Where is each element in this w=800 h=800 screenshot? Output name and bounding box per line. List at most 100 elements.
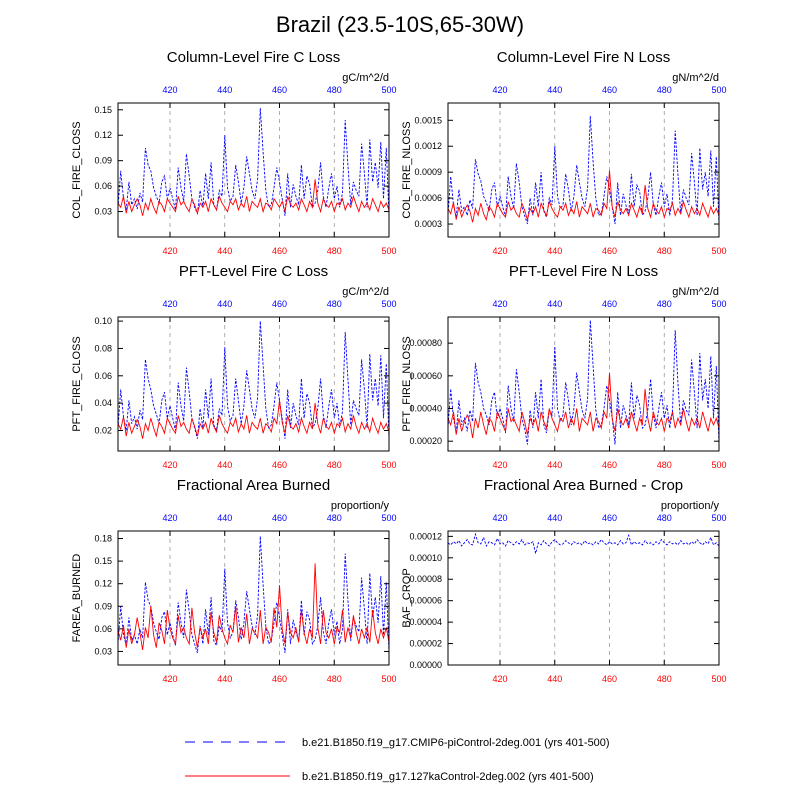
series-line-blue xyxy=(118,108,389,216)
figure-title: Brazil (23.5-10S,65-30W) xyxy=(276,12,524,37)
chart-panel: Fractional Area Burned - Crop proportion/… xyxy=(401,477,727,684)
x-tick-label-top: 420 xyxy=(492,85,507,95)
chart-panel: PFT-Level Fire N Loss gN/m^2/d 420 420 440 44… xyxy=(401,263,727,470)
plot-frame xyxy=(447,316,720,452)
x-tick-label-bottom: 460 xyxy=(602,674,617,684)
series-line-blue xyxy=(118,536,389,654)
units-label: proportion/y xyxy=(331,500,390,512)
chart-panel: PFT-Level Fire C Loss gC/m^2/d 420 420 440 44… xyxy=(71,263,397,470)
y-tick-label: 0.02 xyxy=(94,425,112,435)
y-axis-label: COL_FIRE_NLOSS xyxy=(401,121,413,218)
x-tick-label-top: 480 xyxy=(327,299,342,309)
x-tick-label-top: 460 xyxy=(602,85,617,95)
y-tick-label: 0.15 xyxy=(94,105,112,115)
x-tick-label-bottom: 420 xyxy=(492,460,507,470)
x-tick-label-top: 500 xyxy=(711,513,726,523)
series-line-red xyxy=(118,563,389,650)
x-tick-label-top: 500 xyxy=(711,85,726,95)
x-tick-label-bottom: 480 xyxy=(657,460,672,470)
y-tick-label: 0.00012 xyxy=(409,531,442,541)
y-tick-label: 0.09 xyxy=(94,601,112,611)
x-tick-label-top: 460 xyxy=(272,85,287,95)
series-line-red xyxy=(448,170,719,223)
y-tick-label: 0.00004 xyxy=(409,617,442,627)
y-tick-label: 0.00000 xyxy=(409,660,442,670)
y-tick-label: 0.03 xyxy=(94,646,112,656)
x-tick-label-bottom: 500 xyxy=(711,674,726,684)
units-label: gN/m^2/d xyxy=(672,286,719,298)
plot-frame xyxy=(117,530,390,666)
x-tick-label-top: 440 xyxy=(217,85,232,95)
x-tick-label-bottom: 480 xyxy=(327,460,342,470)
units-label: gN/m^2/d xyxy=(672,72,719,84)
y-tick-label: 0.15 xyxy=(94,556,112,566)
y-tick-label: 0.08 xyxy=(94,343,112,353)
x-tick-label-bottom: 500 xyxy=(381,246,396,256)
x-tick-label-top: 440 xyxy=(547,513,562,523)
plot-frame xyxy=(447,102,720,238)
panel-title: Fractional Area Burned - Crop xyxy=(484,477,683,494)
x-tick-label-bottom: 420 xyxy=(492,246,507,256)
series-line-blue xyxy=(448,532,719,554)
y-tick-label: 0.18 xyxy=(94,534,112,544)
x-tick-label-bottom: 460 xyxy=(272,460,287,470)
y-tick-label: 0.00002 xyxy=(409,639,442,649)
y-tick-label: 0.00080 xyxy=(409,338,442,348)
units-label: gC/m^2/d xyxy=(342,286,389,298)
y-tick-label: 0.00008 xyxy=(409,574,442,584)
units-label: proportion/y xyxy=(661,500,720,512)
x-tick-label-top: 440 xyxy=(547,85,562,95)
y-tick-label: 0.0012 xyxy=(414,141,442,151)
plot-frame xyxy=(447,530,720,666)
x-tick-label-top: 460 xyxy=(602,299,617,309)
y-tick-label: 0.0006 xyxy=(414,193,442,203)
y-tick-label: 0.00006 xyxy=(409,596,442,606)
panel-title: Fractional Area Burned xyxy=(177,477,330,494)
x-tick-label-top: 460 xyxy=(602,513,617,523)
series-line-blue xyxy=(448,320,719,445)
y-axis-label: PFT_FIRE_NLOSS xyxy=(401,336,413,431)
y-tick-label: 0.12 xyxy=(94,130,112,140)
y-tick-label: 0.06 xyxy=(94,181,112,191)
units-label: gC/m^2/d xyxy=(342,72,389,84)
plot-frame xyxy=(117,102,390,238)
series-line-red xyxy=(118,179,389,216)
x-tick-label-bottom: 440 xyxy=(217,246,232,256)
x-tick-label-bottom: 500 xyxy=(381,460,396,470)
y-tick-label: 0.04 xyxy=(94,398,112,408)
x-tick-label-top: 500 xyxy=(381,299,396,309)
y-tick-label: 0.10 xyxy=(94,316,112,326)
series-line-red xyxy=(448,372,719,438)
y-tick-label: 0.03 xyxy=(94,207,112,217)
x-tick-label-top: 480 xyxy=(657,85,672,95)
y-axis-label: FAREA_BURNED xyxy=(71,554,83,643)
y-tick-label: 0.06 xyxy=(94,624,112,634)
x-tick-label-top: 440 xyxy=(217,513,232,523)
x-tick-label-bottom: 440 xyxy=(547,674,562,684)
panel-title: Column-Level Fire C Loss xyxy=(167,49,340,66)
y-tick-label: 0.00020 xyxy=(409,436,442,446)
x-tick-label-top: 440 xyxy=(217,299,232,309)
x-tick-label-bottom: 440 xyxy=(217,674,232,684)
legend-label: b.e21.B1850.f19_g17.127kaControl-2deg.00… xyxy=(302,771,594,783)
x-tick-label-bottom: 460 xyxy=(272,246,287,256)
x-tick-label-bottom: 420 xyxy=(162,460,177,470)
series-line-blue xyxy=(118,321,389,439)
y-tick-label: 0.0009 xyxy=(414,167,442,177)
x-tick-label-top: 440 xyxy=(547,299,562,309)
panel-title: PFT-Level Fire C Loss xyxy=(179,263,328,280)
x-tick-label-bottom: 480 xyxy=(327,674,342,684)
x-tick-label-bottom: 420 xyxy=(162,674,177,684)
x-tick-label-bottom: 420 xyxy=(492,674,507,684)
x-tick-label-top: 420 xyxy=(162,85,177,95)
x-tick-label-bottom: 440 xyxy=(217,460,232,470)
x-tick-label-top: 420 xyxy=(492,299,507,309)
x-tick-label-top: 460 xyxy=(272,513,287,523)
x-tick-label-bottom: 440 xyxy=(547,246,562,256)
x-tick-label-top: 500 xyxy=(381,85,396,95)
y-tick-label: 0.00040 xyxy=(409,404,442,414)
x-tick-label-top: 480 xyxy=(657,299,672,309)
